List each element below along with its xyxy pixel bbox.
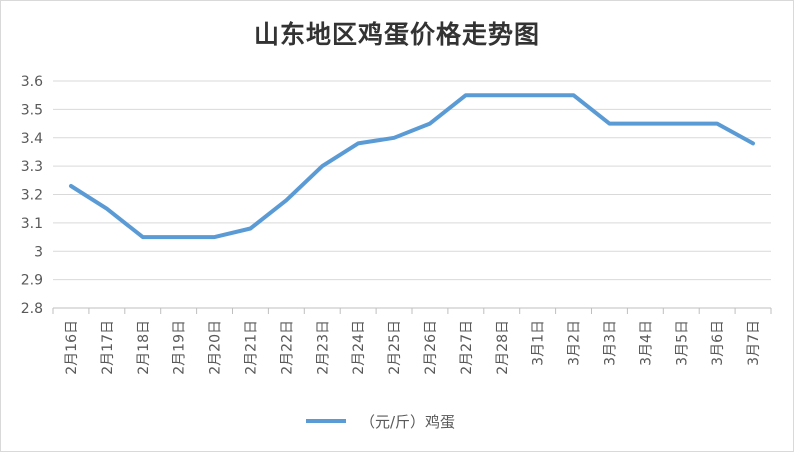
x-tick-label: 2月25日 [387,320,403,375]
x-tick-label: 2月19日 [172,320,188,375]
x-tick-label: 3月6日 [710,320,726,366]
y-tick-label: 2.8 [21,301,43,317]
x-tick-label: 2月26日 [423,320,439,375]
y-tick-label: 3.6 [21,74,43,90]
x-tick-label: 3月4日 [638,320,654,366]
y-tick-label: 3 [34,244,43,260]
x-tick-label: 2月22日 [279,320,295,375]
x-tick-label: 3月5日 [674,320,690,366]
chart-legend: （元/斤）鸡蛋 [306,409,455,433]
y-tick-label: 3.5 [21,102,43,118]
x-tick-label: 2月23日 [315,320,331,375]
x-tick-label: 3月7日 [746,320,762,366]
x-tick-label: 3月2日 [567,320,583,366]
x-tick-label: 2月20日 [208,320,224,375]
x-tick-label: 2月18日 [136,320,152,375]
y-tick-label: 2.9 [21,273,43,289]
x-tick-label: 2月21日 [243,320,259,375]
x-tick-label: 3月3日 [602,320,618,366]
series-line [69,93,755,240]
chart-title: 山东地区鸡蛋价格走势图 [253,20,540,49]
legend-label: （元/斤）鸡蛋 [360,412,456,431]
x-tick-label: 2月28日 [495,320,511,375]
y-tick-label: 3.1 [21,216,43,232]
x-tick-label: 2月17日 [100,320,116,375]
y-tick-label: 3.3 [21,159,43,175]
x-tick-label: 2月16日 [64,320,80,375]
x-tick-label: 3月1日 [531,320,547,366]
legend-swatch [306,419,346,423]
y-tick-label: 3.4 [21,131,43,147]
x-tick-label: 2月24日 [351,320,367,375]
y-tick-label: 3.2 [21,188,43,204]
x-tick-label: 2月27日 [459,320,475,375]
